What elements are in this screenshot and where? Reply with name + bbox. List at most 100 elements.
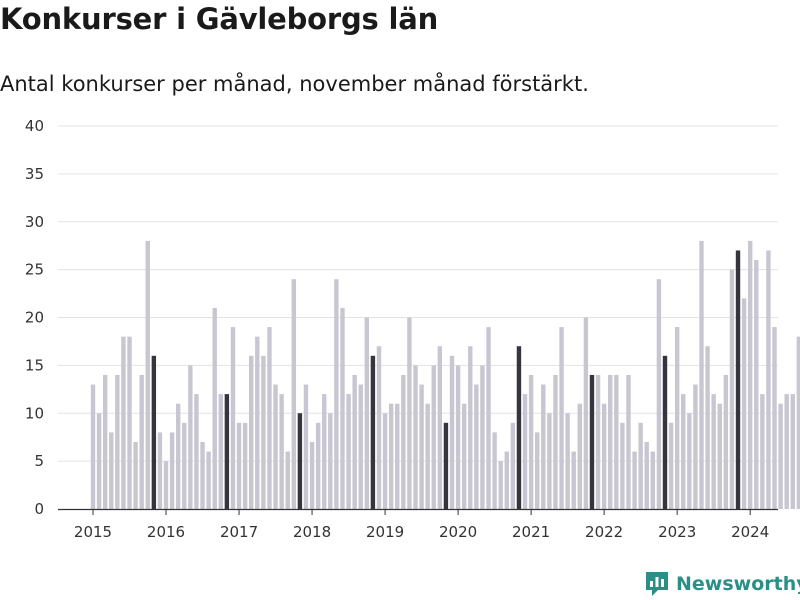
bar[interactable] (559, 327, 564, 509)
bar-november[interactable] (370, 355, 376, 509)
bar[interactable] (553, 374, 558, 509)
bar[interactable] (315, 422, 321, 509)
bar[interactable] (583, 317, 589, 510)
bar[interactable] (419, 384, 424, 509)
bar[interactable] (212, 307, 217, 509)
bar[interactable] (614, 374, 619, 509)
bar[interactable] (522, 394, 528, 509)
bar[interactable] (528, 374, 534, 509)
bar[interactable] (498, 461, 503, 509)
bar[interactable] (504, 451, 509, 509)
bar[interactable] (760, 394, 765, 509)
bar-november[interactable] (589, 374, 595, 509)
bar-november[interactable] (297, 413, 303, 509)
bar[interactable] (796, 336, 800, 509)
bar[interactable] (376, 346, 382, 509)
bar[interactable] (346, 394, 351, 509)
bar[interactable] (784, 394, 789, 509)
bar[interactable] (109, 432, 114, 509)
bar[interactable] (644, 441, 649, 509)
bar[interactable] (291, 279, 297, 509)
bar[interactable] (309, 441, 315, 509)
bar[interactable] (382, 413, 388, 509)
bar[interactable] (431, 365, 436, 509)
bar[interactable] (236, 422, 242, 509)
bar[interactable] (182, 422, 187, 509)
bar[interactable] (401, 374, 406, 509)
bar[interactable] (687, 413, 692, 509)
bar[interactable] (96, 413, 102, 509)
bar[interactable] (693, 384, 698, 509)
bar[interactable] (729, 269, 735, 509)
bar[interactable] (303, 384, 309, 509)
bar[interactable] (352, 374, 357, 509)
bar[interactable] (169, 432, 175, 509)
bar[interactable] (194, 394, 199, 509)
bar[interactable] (364, 317, 370, 510)
bar[interactable] (626, 374, 631, 509)
bar[interactable] (492, 432, 497, 509)
bar[interactable] (650, 451, 656, 509)
bar[interactable] (668, 422, 674, 509)
bar-november[interactable] (735, 250, 741, 509)
bar[interactable] (133, 441, 138, 509)
bar[interactable] (608, 374, 613, 509)
bar[interactable] (358, 384, 363, 509)
bar-november[interactable] (224, 394, 230, 509)
bar[interactable] (772, 327, 777, 509)
bar[interactable] (102, 374, 108, 509)
bar[interactable] (115, 374, 120, 509)
bar[interactable] (121, 336, 126, 509)
bar[interactable] (157, 432, 163, 509)
bar[interactable] (139, 374, 144, 509)
bar[interactable] (267, 327, 272, 509)
bar[interactable] (388, 403, 394, 509)
bar[interactable] (577, 403, 582, 509)
bar-november[interactable] (662, 355, 668, 509)
bar[interactable] (656, 279, 662, 509)
bar[interactable] (474, 384, 479, 509)
bar[interactable] (565, 413, 570, 509)
bar[interactable] (407, 317, 412, 510)
bar[interactable] (200, 441, 205, 509)
bar[interactable] (571, 451, 576, 509)
bar[interactable] (790, 394, 795, 509)
bar[interactable] (249, 355, 254, 509)
bar[interactable] (723, 374, 729, 509)
bar[interactable] (717, 403, 722, 509)
bar[interactable] (175, 403, 181, 509)
bar[interactable] (638, 422, 643, 509)
bar[interactable] (705, 346, 710, 509)
bar[interactable] (206, 451, 211, 509)
bar[interactable] (632, 451, 637, 509)
bar[interactable] (90, 384, 96, 509)
bar[interactable] (285, 451, 290, 509)
bar[interactable] (741, 298, 747, 509)
bar[interactable] (437, 346, 443, 509)
bar[interactable] (778, 403, 783, 509)
brand-logo[interactable]: Newsworthy (644, 570, 800, 598)
bar[interactable] (699, 240, 704, 509)
bar[interactable] (711, 394, 716, 509)
bar-november[interactable] (151, 355, 157, 509)
bar[interactable] (747, 240, 753, 509)
bar[interactable] (145, 240, 150, 509)
bar[interactable] (468, 346, 473, 509)
bar[interactable] (328, 413, 333, 509)
bar[interactable] (449, 355, 455, 509)
bar[interactable] (127, 336, 132, 509)
bar[interactable] (188, 365, 193, 509)
bar[interactable] (461, 403, 467, 509)
bar[interactable] (681, 394, 686, 509)
bar[interactable] (754, 260, 759, 509)
bar[interactable] (273, 384, 278, 509)
bar[interactable] (163, 461, 169, 509)
bar[interactable] (766, 250, 771, 509)
bar[interactable] (601, 403, 607, 509)
bar[interactable] (455, 365, 461, 509)
bar[interactable] (340, 307, 345, 509)
bar[interactable] (535, 432, 540, 509)
bar[interactable] (279, 394, 284, 509)
bar-november[interactable] (443, 422, 449, 509)
bar[interactable] (413, 365, 418, 509)
